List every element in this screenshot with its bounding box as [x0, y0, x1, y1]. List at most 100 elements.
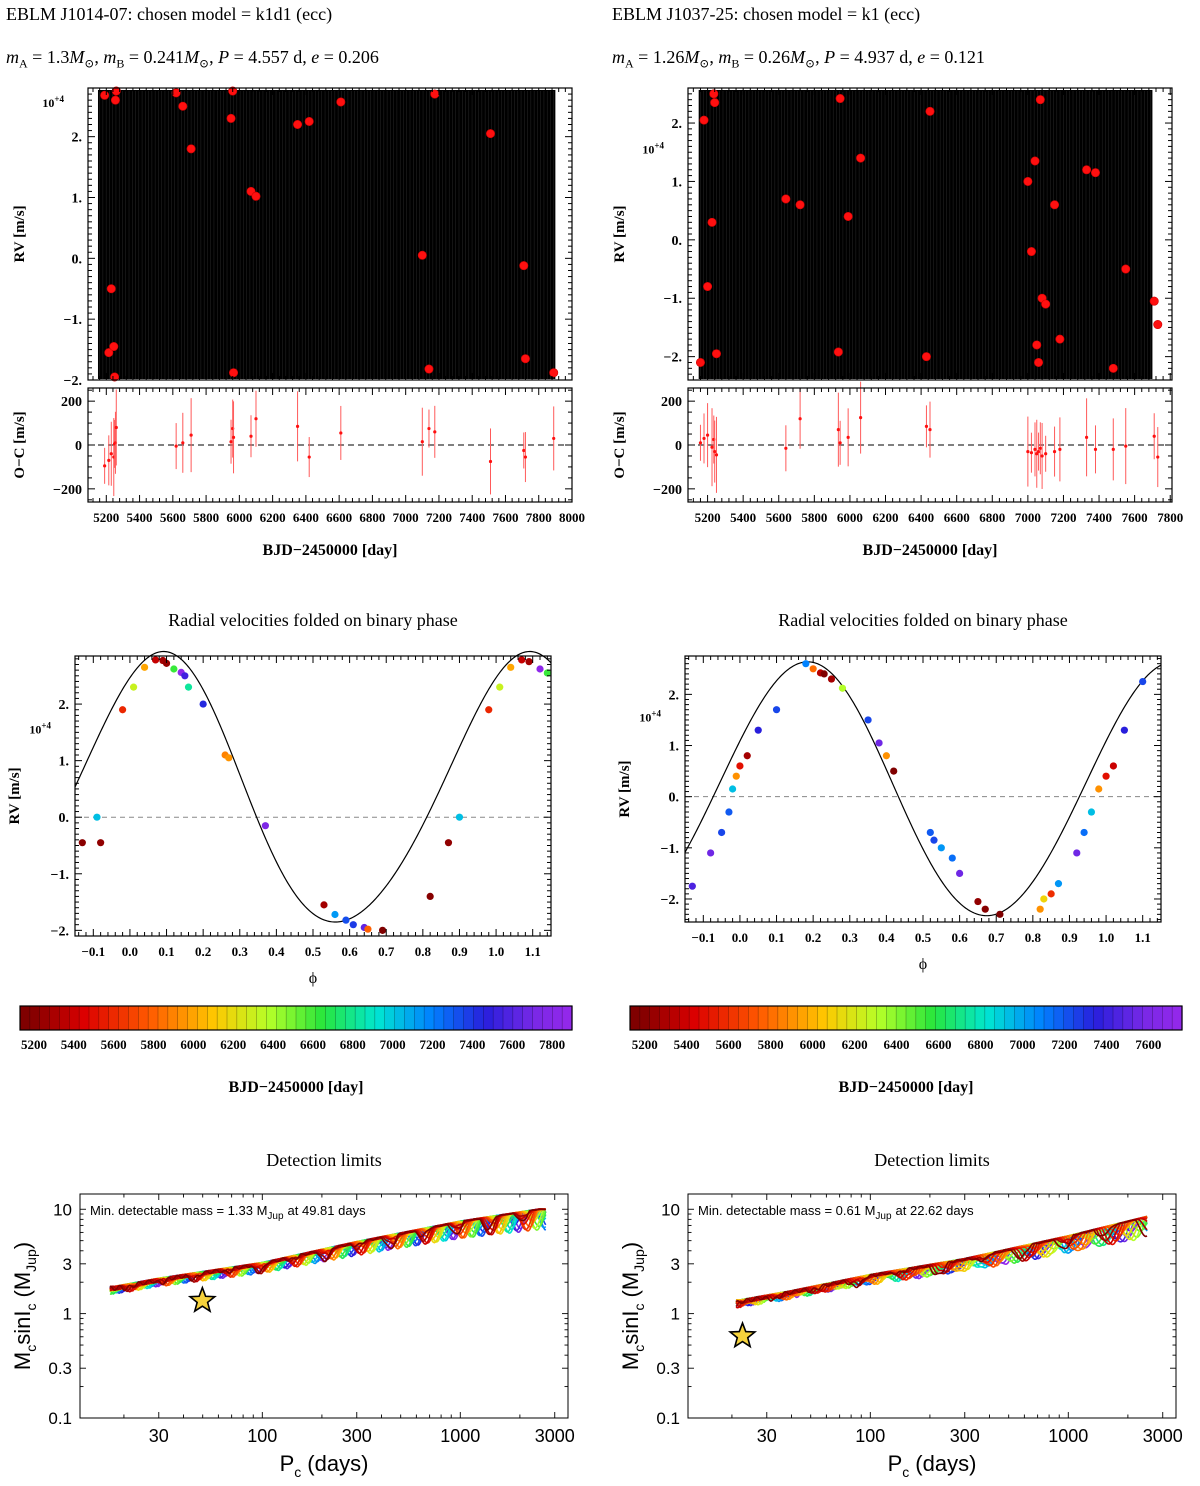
- phase-point: [342, 916, 350, 924]
- colorbar-cell: [797, 1006, 809, 1030]
- phase-xtick-label: −0.1: [691, 930, 715, 945]
- oc-point: [103, 464, 107, 468]
- oc-point: [928, 428, 932, 432]
- oc-ytick-label: 0: [75, 439, 82, 454]
- phase-point: [1139, 677, 1147, 686]
- colorbar-cell: [512, 1006, 524, 1030]
- phase-point: [320, 901, 328, 909]
- time-xtick-label: 6200: [260, 510, 286, 525]
- model-curve-texture: [99, 91, 554, 379]
- oc-point: [1029, 451, 1034, 455]
- colorbar-cell: [473, 1006, 484, 1030]
- oc-point: [189, 433, 193, 437]
- detection-ytick-label: 1: [63, 1305, 72, 1324]
- colorbar-cell: [777, 1006, 789, 1030]
- colorbar-cell: [434, 1006, 445, 1030]
- phase-point: [1087, 808, 1096, 816]
- colorbar-cell: [807, 1006, 818, 1030]
- oc-ylabel: O−C [m/s]: [12, 411, 28, 478]
- colorbar-tick-label: 6200: [220, 1037, 246, 1052]
- phase-point: [1073, 849, 1081, 857]
- colorbar-cell: [394, 1006, 406, 1030]
- colorbar-tick-label: 6400: [884, 1037, 910, 1052]
- rv-ytick-label: −2.: [64, 374, 82, 389]
- rv-point: [1030, 156, 1040, 166]
- phase-point: [948, 854, 956, 862]
- rv-point: [336, 97, 346, 107]
- phase-panel-1: −2. −1. 0. 1. 2. −0.1 0.0 0.1 0.2 0.3 0.4 0.5 0.6 0.7…: [617, 610, 1162, 973]
- time-xtick-label: 6400: [908, 510, 934, 525]
- colorbar-tick-label: 5200: [632, 1037, 658, 1052]
- colorbar-cell: [1073, 1006, 1085, 1030]
- rv-point: [1090, 168, 1100, 178]
- rv-ytick-label: 1.: [72, 192, 83, 207]
- colorbar-cell: [728, 1006, 740, 1030]
- colorbar-cell: [1122, 1006, 1134, 1030]
- phase-point: [1120, 726, 1128, 734]
- oc-panel-0: −200 0 200 O−C [m/s] 5200 5400 5600 5800 6000 620…: [12, 387, 585, 559]
- colorbar-tick-label: 7400: [1093, 1037, 1119, 1052]
- colorbar-cell: [542, 1006, 553, 1030]
- rv-point: [1034, 357, 1044, 367]
- colorbar-1: 5200 5400 5600 5800 6000 6200 6400 6600 6800 7000…: [629, 1005, 1183, 1096]
- phase-point: [543, 669, 551, 677]
- colorbar-frame: [19, 1005, 573, 1031]
- colorbar-cell: [187, 1006, 199, 1030]
- colorbar-cell: [1142, 1006, 1154, 1030]
- right-header-title: EBLM J1037-25: chosen model = k1 (ecc): [612, 4, 921, 24]
- colorbar-cell: [266, 1006, 277, 1030]
- colorbar-cell: [29, 1006, 41, 1030]
- colorbar-cell: [1162, 1006, 1173, 1030]
- phase-point: [261, 822, 269, 830]
- model-curve-texture: [700, 91, 1152, 379]
- phase-point: [754, 726, 762, 734]
- oc-point: [420, 440, 424, 444]
- detection-curve: [109, 1208, 546, 1292]
- colorbar-cell: [827, 1006, 838, 1030]
- phase-ytick-label: −1.: [51, 868, 69, 883]
- time-xtick-label: 8000: [559, 510, 585, 525]
- colorbar-tick-label: 5600: [101, 1037, 127, 1052]
- model-curve-band: [97, 90, 556, 379]
- colorbar-cell: [1063, 1006, 1075, 1030]
- colorbar-tick-label: 5400: [61, 1037, 87, 1052]
- detection-xtick-label: 1000: [440, 1426, 480, 1446]
- oc-ytick-label: 200: [61, 395, 82, 410]
- phase-xlabel: ϕ: [309, 970, 317, 987]
- colorbar-cell: [1014, 1006, 1025, 1030]
- phase-ytick-label: 0.: [669, 791, 680, 806]
- phase-frame: [74, 655, 552, 937]
- detection-panel-0: 30 100 300 1000 3000 0.1 0.3 1 3 10 Min. detectabl…: [10, 1150, 575, 1480]
- phase-point: [225, 754, 233, 762]
- phase-panel-0: −2. −1. 0. 1. 2. −0.1 0.0 0.1 0.2 0.3 0.4 0.5 0.6 0.7…: [7, 610, 552, 987]
- oc-point: [713, 449, 717, 454]
- rv-point: [1023, 176, 1033, 186]
- oc-point: [859, 415, 863, 420]
- colorbar-cell: [503, 1006, 514, 1030]
- colorbar-cell: [404, 1006, 415, 1030]
- oc-ytick-label: 0: [675, 439, 682, 454]
- colorbar-cell: [79, 1006, 90, 1030]
- oc-point: [838, 441, 842, 445]
- time-xtick-label: 7200: [1050, 510, 1076, 525]
- colorbar-cell: [708, 1006, 720, 1030]
- colorbar-cell: [69, 1006, 80, 1030]
- oc-ytick-label: −200: [53, 483, 82, 498]
- oc-point: [1058, 447, 1062, 451]
- oc-point: [488, 459, 493, 464]
- colorbar-cell: [649, 1006, 661, 1030]
- detection-title: Detection limits: [874, 1150, 989, 1170]
- time-xtick-label: 7800: [526, 510, 552, 525]
- detection-ytick-label: 0.3: [656, 1359, 680, 1378]
- colorbar-cell: [463, 1006, 475, 1030]
- colorbar-cell: [886, 1006, 897, 1030]
- oc-point: [836, 428, 840, 432]
- detection-curves: [109, 1208, 547, 1295]
- colorbar-cell: [355, 1006, 366, 1030]
- oc-point: [181, 441, 185, 445]
- rv-point: [1108, 363, 1118, 373]
- phase-point: [199, 700, 207, 708]
- detection-xtick-label: 30: [757, 1426, 777, 1446]
- colorbar-cell: [994, 1006, 1006, 1030]
- time-xtick-label: 7400: [1086, 510, 1112, 525]
